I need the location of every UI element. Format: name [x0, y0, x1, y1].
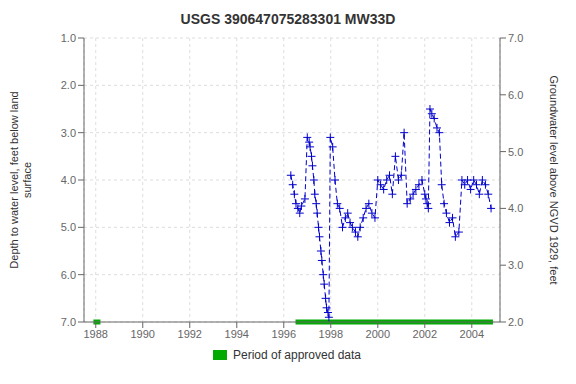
svg-text:2000: 2000: [366, 328, 390, 340]
svg-text:5.0: 5.0: [61, 221, 76, 233]
svg-text:4.0: 4.0: [508, 202, 523, 214]
svg-text:1992: 1992: [178, 328, 202, 340]
svg-text:1998: 1998: [319, 328, 343, 340]
html-text:USGS 390647075283301 MW33D: USGS 390647075283301 MW33D: [180, 11, 396, 27]
svg-text:3.0: 3.0: [508, 259, 523, 271]
html-text:Period of approved data: Period of approved data: [233, 348, 361, 362]
svg-text:1996: 1996: [272, 328, 296, 340]
svg-text:7.0: 7.0: [508, 32, 523, 44]
svg-text:1990: 1990: [131, 328, 155, 340]
svg-text:Groundwater level above NGVD 1: Groundwater level above NGVD 1929, feet: [548, 75, 560, 284]
svg-text:6.0: 6.0: [508, 89, 523, 101]
svg-text:5.0: 5.0: [508, 146, 523, 158]
svg-text:2004: 2004: [460, 328, 484, 340]
svg-text:2.0: 2.0: [61, 79, 76, 91]
svg-text:2.0: 2.0: [508, 316, 523, 328]
svg-text:1994: 1994: [225, 328, 249, 340]
svg-text:7.0: 7.0: [61, 316, 76, 328]
svg-text:2002: 2002: [413, 328, 437, 340]
svg-text:1.0: 1.0: [61, 32, 76, 44]
svg-text:Depth to water level, feet bel: Depth to water level, feet below landsur…: [8, 91, 33, 268]
svg-text:3.0: 3.0: [61, 127, 76, 139]
svg-text:6.0: 6.0: [61, 269, 76, 281]
svg-text:4.0: 4.0: [61, 174, 76, 186]
svg-text:1988: 1988: [84, 328, 108, 340]
